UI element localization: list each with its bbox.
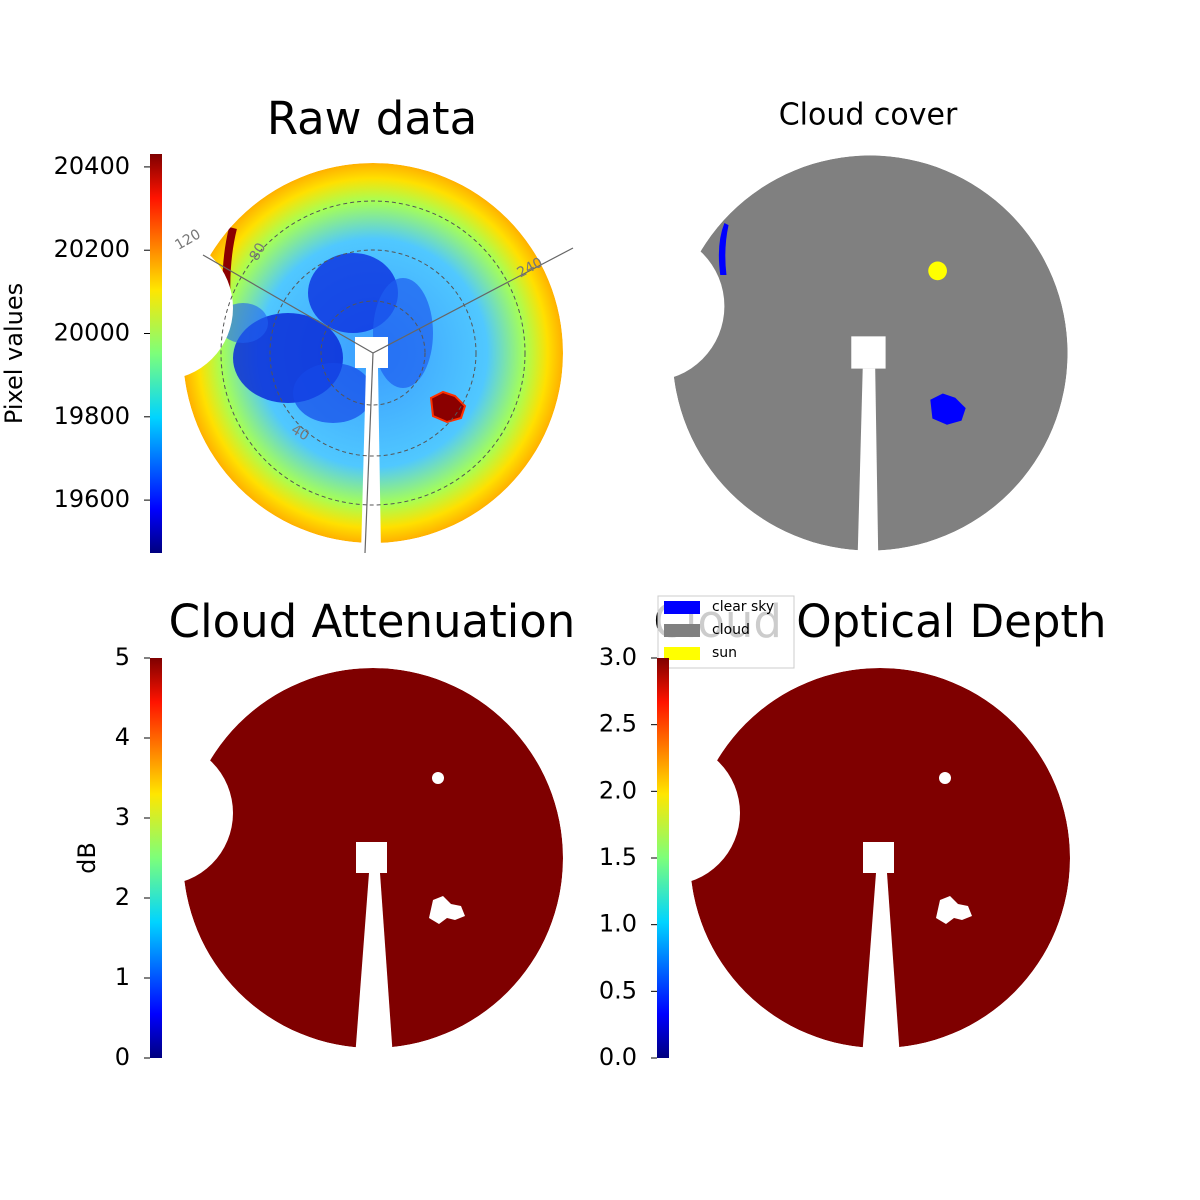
- colorbar: [150, 154, 162, 553]
- colorbar-tick-label: 20000: [54, 319, 130, 347]
- colorbar-tick-label: 2.0: [599, 776, 637, 804]
- colorbar-tick-label: 4: [115, 723, 130, 751]
- colorbar-tick-label: 5: [115, 643, 130, 671]
- colorbar-tick-label: 3.0: [599, 643, 637, 671]
- colorbar: [150, 658, 162, 1058]
- grid-annotation: 120: [172, 226, 203, 253]
- colorbar: [657, 658, 669, 1058]
- colorbar-tick-label: 0: [115, 1043, 130, 1071]
- colorbar-tick-label: 20400: [54, 152, 130, 180]
- optical-depth-image: [690, 668, 1070, 1048]
- grid-annotation: 40: [288, 422, 311, 445]
- legend-label: sun: [712, 645, 737, 661]
- legend-label: clear sky: [712, 599, 774, 615]
- legend-label: cloud: [712, 622, 750, 638]
- grid-annotation: 80: [247, 240, 270, 263]
- legend-patch: [664, 647, 700, 660]
- colorbar-tick-label: 1.0: [599, 910, 637, 938]
- raw-image: [183, 163, 574, 554]
- colorbar-tick-label: 19800: [54, 402, 130, 430]
- colorbar-label: Pixel values: [0, 283, 28, 424]
- colorbar-tick-label: 3: [115, 803, 130, 831]
- colorbar-label: dB: [73, 842, 101, 874]
- colorbar-tick-label: 1: [115, 963, 130, 991]
- colorbar-tick-label: 0.0: [599, 1043, 637, 1071]
- attenuation-image: [183, 668, 563, 1048]
- panel-title: Raw data: [267, 92, 477, 145]
- colorbar-tick-label: 20200: [54, 235, 130, 263]
- panel-title: Cloud Attenuation: [169, 595, 576, 648]
- colorbar-tick-label: 2.5: [599, 710, 637, 738]
- colorbar-tick-label: 1.5: [599, 843, 637, 871]
- panel-title: Cloud cover: [779, 98, 958, 133]
- colorbar-tick-label: 2: [115, 883, 130, 911]
- colorbar-tick-label: 19600: [54, 485, 130, 513]
- cloud-mask-image: [672, 155, 1068, 551]
- colorbar-tick-label: 0.5: [599, 976, 637, 1004]
- legend-patch: [664, 624, 700, 637]
- legend-patch: [664, 601, 700, 614]
